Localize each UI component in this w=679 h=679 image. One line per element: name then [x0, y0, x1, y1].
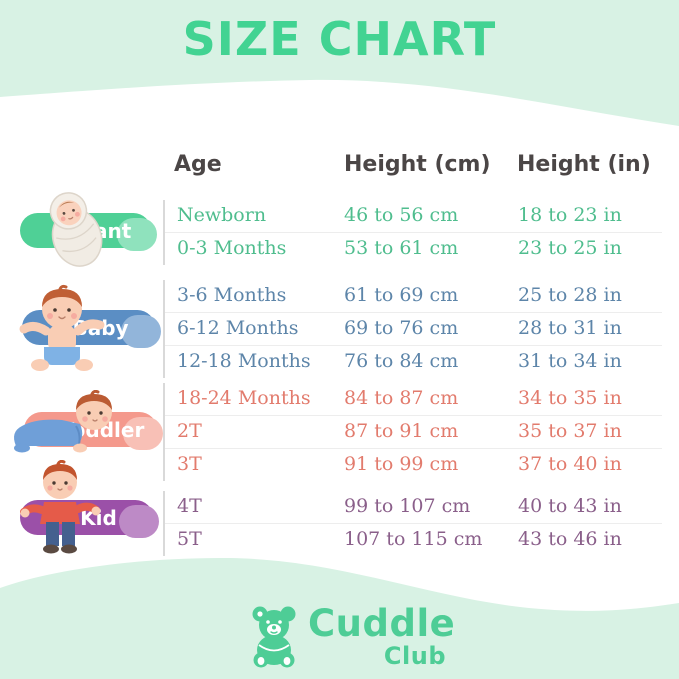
crawling-toddler-icon [14, 390, 112, 453]
table-row: 2T 87 to 91 cm 35 to 37 in [165, 415, 662, 448]
table-row: 0-3 Months 53 to 61 cm 23 to 25 in [165, 232, 662, 265]
sitting-baby-icon [19, 284, 105, 371]
page-title: SIZE CHART [182, 12, 497, 66]
column-header-height-cm: Height (cm) [344, 152, 491, 177]
table-row: 12-18 Months 76 to 84 cm 31 to 34 in [165, 345, 662, 378]
height-cm-cell: 107 to 115 cm [344, 528, 483, 550]
height-cm-cell: 91 to 99 cm [344, 453, 459, 475]
height-cm-cell: 87 to 91 cm [344, 420, 459, 442]
height-in-cell: 40 to 43 in [518, 495, 622, 517]
height-in-cell: 18 to 23 in [518, 204, 622, 226]
brand-name-block: Cuddle Club [308, 602, 456, 670]
teddy-bear-icon [252, 606, 296, 668]
table-row: Newborn 46 to 56 cm 18 to 23 in [165, 200, 662, 232]
table-row: 4T 99 to 107 cm 40 to 43 in [165, 491, 662, 523]
age-cell: 6-12 Months [177, 317, 299, 339]
age-cell: 3-6 Months [177, 284, 287, 306]
height-in-cell: 37 to 40 in [518, 453, 622, 475]
standing-kid-icon [20, 460, 101, 554]
top-wave-decoration [0, 0, 679, 126]
group-toddler-rows: 18-24 Months 84 to 87 cm 34 to 35 in 2T … [163, 383, 662, 481]
table-row: 3-6 Months 61 to 69 cm 25 to 28 in [165, 280, 662, 312]
column-header-height-in: Height (in) [517, 152, 651, 177]
height-in-cell: 31 to 34 in [518, 350, 622, 372]
height-cm-cell: 53 to 61 cm [344, 237, 459, 259]
age-cell: 5T [177, 528, 202, 550]
age-cell: 4T [177, 495, 202, 517]
table-row: 18-24 Months 84 to 87 cm 34 to 35 in [165, 383, 662, 415]
group-baby-rows: 3-6 Months 61 to 69 cm 25 to 28 in 6-12 … [163, 280, 662, 378]
brand-suffix: Club [383, 642, 446, 670]
height-in-cell: 43 to 46 in [518, 528, 622, 550]
table-row: 6-12 Months 69 to 76 cm 28 to 31 in [165, 312, 662, 345]
height-in-cell: 35 to 37 in [518, 420, 622, 442]
height-in-cell: 34 to 35 in [518, 387, 622, 409]
age-cell: 3T [177, 453, 202, 475]
height-in-cell: 25 to 28 in [518, 284, 622, 306]
age-cell: 12-18 Months [177, 350, 311, 372]
table-row: 5T 107 to 115 cm 43 to 46 in [165, 523, 662, 556]
height-cm-cell: 46 to 56 cm [344, 204, 459, 226]
height-cm-cell: 61 to 69 cm [344, 284, 459, 306]
height-in-cell: 23 to 25 in [518, 237, 622, 259]
height-cm-cell: 69 to 76 cm [344, 317, 459, 339]
age-cell: 0-3 Months [177, 237, 287, 259]
brand-logo: Cuddle Club [246, 602, 456, 670]
height-cm-cell: 84 to 87 cm [344, 387, 459, 409]
age-cell: 2T [177, 420, 202, 442]
height-in-cell: 28 to 31 in [518, 317, 622, 339]
height-cm-cell: 76 to 84 cm [344, 350, 459, 372]
column-header-age: Age [174, 152, 222, 177]
brand-name: Cuddle [308, 602, 456, 645]
table-row: 3T 91 to 99 cm 37 to 40 in [165, 448, 662, 481]
age-cell: 18-24 Months [177, 387, 311, 409]
bottom-wave-decoration [0, 557, 679, 679]
group-kid-rows: 4T 99 to 107 cm 40 to 43 in 5T 107 to 11… [163, 491, 662, 556]
group-infant-rows: Newborn 46 to 56 cm 18 to 23 in 0-3 Mont… [163, 200, 662, 265]
height-cm-cell: 99 to 107 cm [344, 495, 471, 517]
swaddled-infant-icon [49, 192, 103, 267]
age-cell: Newborn [177, 204, 267, 226]
